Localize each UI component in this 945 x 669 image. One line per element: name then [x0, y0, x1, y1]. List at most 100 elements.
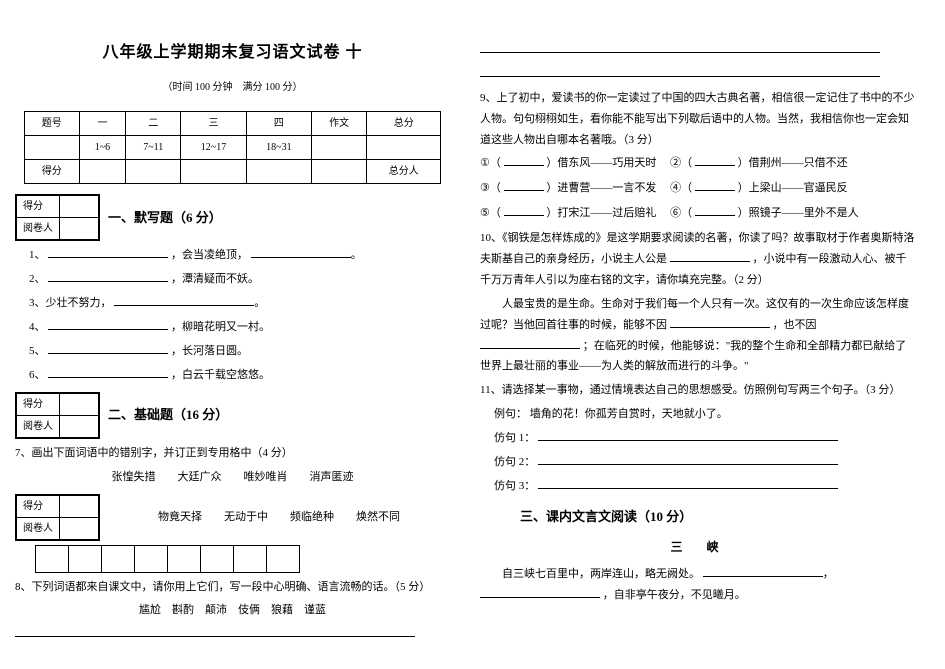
subtitle-score: 满分 100 分）	[243, 82, 303, 93]
q5-blank	[48, 342, 168, 354]
th-2: 二	[126, 112, 181, 136]
grader2-r2: 阅卷人	[17, 415, 60, 437]
r2-3: 12~17	[181, 136, 246, 160]
q6-tail: ，白云千载空悠悠。	[171, 369, 270, 381]
r3-extra: 总分人	[367, 160, 441, 184]
q9-2a-mid: ）进曹营——一言不发	[546, 182, 656, 194]
q8-blank1	[15, 625, 415, 637]
q10-blank2	[670, 316, 770, 328]
q9-2a-pre: ③（	[480, 182, 501, 194]
q9-3a-mid: ）打宋江——过后赔礼	[546, 207, 656, 219]
q5-no: 5、	[29, 345, 46, 357]
grader3-r1: 得分	[17, 495, 60, 517]
q6-blank	[48, 366, 168, 378]
r2-6	[312, 136, 367, 160]
q9-1b-mid: ）借荆州——只借不还	[738, 157, 848, 169]
sanxia-b2: ，自非亭午夜分，不见曦月。	[603, 589, 746, 601]
q11-ex: 例句： 墙角的花！你孤芳自赏时，天地就小了。	[480, 404, 915, 425]
q7-words1: 张惶失措 大廷广众 唯妙唯肖 消声匿迹	[15, 467, 450, 488]
q3-text: 3、少壮不努力，	[29, 297, 112, 309]
sanxia-blank2	[480, 586, 600, 598]
q11-s3-label: 仿句 3：	[494, 480, 535, 492]
q2-tail: ，潭清疑而不妖。	[171, 273, 259, 285]
grader-box-3: 得分 阅卷人	[15, 494, 100, 541]
q1: 1、 ，会当凌绝顶， 。	[29, 245, 450, 266]
sanxia-blank1	[703, 565, 823, 577]
q9-3a-blank	[504, 204, 544, 216]
q9-1a-blank	[504, 154, 544, 166]
grader-box-2: 得分 阅卷人	[15, 392, 100, 439]
q5-tail: ，长河落日圆。	[171, 345, 248, 357]
r2-1: 1~6	[79, 136, 125, 160]
q11-s1: 仿句 1：	[480, 428, 915, 449]
r3-label: 得分	[24, 160, 79, 184]
q9-row3: ⑤（ ）打宋江——过后赔礼 ⑥（ ）照镜子——里外不是人	[480, 203, 915, 224]
grader-r2: 阅卷人	[17, 218, 60, 240]
grader2-r1: 得分	[17, 393, 60, 415]
subtitle-time: （时间 100 分钟	[163, 82, 233, 93]
sanxia-title: 三 峡	[480, 536, 915, 559]
section1-head: 一、默写题（6 分）	[108, 206, 222, 231]
q11-s2: 仿句 2：	[480, 452, 915, 473]
q11-s1-label: 仿句 1：	[494, 432, 535, 444]
q8-head: 8、下列词语都来自课文中，请你用上它们，写一段中心明确、语言流畅的话。（5 分）	[15, 577, 450, 598]
q11-ex-text: 墙角的花！你孤芳自赏时，天地就小了。	[530, 408, 728, 420]
section3-head: 三、课内文言文阅读（10 分）	[520, 505, 915, 530]
grader3-r2: 阅卷人	[17, 517, 60, 539]
q8-blank2	[480, 41, 880, 53]
q8-blank3	[480, 65, 880, 77]
r2-7	[367, 136, 441, 160]
q9-3b-mid: ）照镜子——里外不是人	[738, 207, 859, 219]
r2-2: 7~11	[126, 136, 181, 160]
q9-2b-blank	[695, 179, 735, 191]
q9-1a-pre: ①（	[480, 157, 501, 169]
exam-title: 八年级上学期期末复习语文试卷 十	[15, 38, 450, 68]
q11-s3: 仿句 3：	[480, 476, 915, 497]
q10-blank3	[480, 337, 580, 349]
q10-body: 人最宝贵的是生命。生命对于我们每一个人只有一次。这仅有的一次生命应该怎样度过呢？…	[480, 294, 915, 378]
r2-4: 18~31	[246, 136, 311, 160]
q7-head: 7、画出下面词语中的错别字，并订正到专用格中（4 分）	[15, 443, 450, 464]
q11-s2-blank	[538, 453, 838, 465]
q8-words: 尴尬 斟酌 颠沛 伎俩 狼藉 谨蓝	[15, 600, 450, 621]
th-0: 题号	[24, 112, 79, 136]
q4-blank	[48, 318, 168, 330]
q9-1b-pre: ②（	[670, 157, 692, 169]
q10-blank1	[670, 250, 750, 262]
q9-2b-mid: ）上梁山——官逼民反	[738, 182, 848, 194]
q1-no: 1、	[29, 249, 46, 261]
q3: 3、少壮不努力， 。	[29, 293, 450, 314]
q4-tail: ，柳暗花明又一村。	[171, 321, 270, 333]
q2: 2、 ，潭清疑而不妖。	[29, 269, 450, 290]
q9-row2: ③（ ）进曹营——一言不发 ④（ ）上梁山——官逼民反	[480, 178, 915, 199]
q2-no: 2、	[29, 273, 46, 285]
char-correction-grid	[35, 545, 300, 573]
q11-head: 11、请选择某一事物，通过情境表达自己的思想感受。仿照例句写两三个句子。（3 分…	[480, 380, 915, 401]
q9-1b-blank	[695, 154, 735, 166]
grader-box-1: 得分 阅卷人	[15, 194, 100, 241]
q9-1a-mid: ）借东风——巧用天时	[546, 157, 656, 169]
q10-p2: ，也不因	[773, 319, 817, 331]
section2-head: 二、基础题（16 分）	[108, 403, 228, 428]
q11-s3-blank	[538, 477, 838, 489]
q6-no: 6、	[29, 369, 46, 381]
q3-blank	[114, 294, 254, 306]
q11-s1-blank	[538, 429, 838, 441]
q9-2a-blank	[504, 179, 544, 191]
th-7: 总分	[367, 112, 441, 136]
sanxia-b1: 自三峡七百里中，两岸连山，略无阙处。	[502, 568, 700, 580]
th-3: 三	[181, 112, 246, 136]
score-table: 题号 一 二 三 四 作文 总分 1~6 7~11 12~17 18~31 得分	[24, 111, 442, 184]
q4: 4、 ，柳暗花明又一村。	[29, 317, 450, 338]
q9-3b-blank	[695, 204, 735, 216]
q9-3a-pre: ⑤（	[480, 207, 501, 219]
q9-row1: ①（ ）借东风——巧用天时 ②（ ）借荆州——只借不还	[480, 153, 915, 174]
q7-words2: 物竟天择 无动于中 频临绝种 焕然不同	[108, 507, 450, 528]
q11-s2-label: 仿句 2：	[494, 456, 535, 468]
q1-blank2	[251, 246, 351, 258]
q2-blank	[48, 270, 168, 282]
sanxia-body: 自三峡七百里中，两岸连山，略无阙处。 ， ，自非亭午夜分，不见曦月。	[480, 564, 915, 606]
q9-2b-pre: ④（	[670, 182, 692, 194]
q5: 5、 ，长河落日圆。	[29, 341, 450, 362]
q1-blank	[48, 246, 168, 258]
